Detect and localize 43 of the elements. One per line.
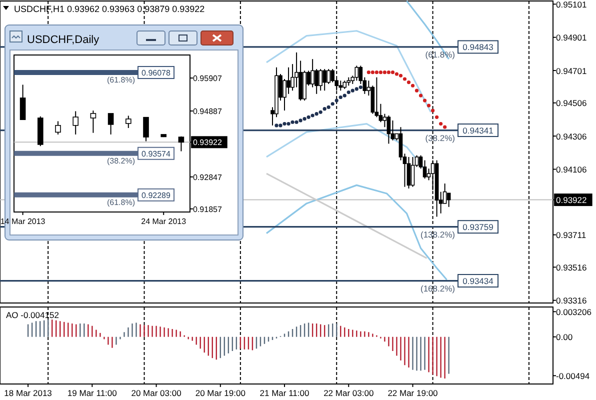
ref-line-label: 0.93574 xyxy=(142,149,172,158)
y-tick-label: 0.94106 xyxy=(556,164,587,175)
y-tick-label: 0.93316 xyxy=(556,296,587,306)
annotation: (38.2%) xyxy=(425,132,456,143)
y-tick-label: 0.94306 xyxy=(556,131,587,142)
y-tick-label: 0.94506 xyxy=(556,98,587,108)
y-tick-label: 0.92847 xyxy=(193,172,222,182)
x-tick-label: 22 Mar 19:00 xyxy=(388,388,438,398)
ref-line-label: 0.93759 xyxy=(462,222,494,232)
y-tick-label: 0.94887 xyxy=(193,106,222,116)
ref-line-label: 0.93434 xyxy=(462,276,494,286)
x-tick-label: 21 Mar 11:00 xyxy=(260,388,310,398)
y-tick-label: 0.91857 xyxy=(193,204,222,214)
annotation: (138.2%) xyxy=(420,229,456,240)
chart-title: AO -0.004152 xyxy=(6,310,60,320)
y-tick-label: 0.003206 xyxy=(556,306,592,317)
x-tick-label: 20 Mar 03:00 xyxy=(131,388,182,398)
y-tick-label: 0.93922 xyxy=(556,195,587,206)
x-tick-label: 14 Mar 2013 xyxy=(0,217,46,226)
annotation: (61.8%) xyxy=(106,198,136,207)
ref-line-label: 0.96078 xyxy=(142,68,172,78)
y-tick-label: 0.95907 xyxy=(193,74,222,84)
chart-title: USDCHF,H1 0.93962 0.93963 0.93879 0.93922 xyxy=(14,4,205,14)
x-tick-label: 19 Mar 11:00 xyxy=(67,388,118,398)
x-tick-label: 20 Mar 19:00 xyxy=(195,388,246,398)
x-tick-label: 24 Mar 2013 xyxy=(141,217,187,226)
ref-line-label: 0.94843 xyxy=(462,42,494,52)
ref-line-label: 0.92289 xyxy=(142,190,172,200)
chart-title: USDCHF,Daily xyxy=(27,34,100,46)
y-tick-label: -0.00494 xyxy=(556,370,590,381)
ref-line-label: 0.94341 xyxy=(462,126,494,136)
x-tick-label: 18 Mar 2013 xyxy=(4,388,52,398)
annotation: (61.8%) xyxy=(106,76,136,85)
y-tick-label: 0.00 xyxy=(556,332,573,342)
y-tick-label: 0.95101 xyxy=(556,0,587,10)
annotation: (168.2%) xyxy=(420,283,456,294)
x-tick-label: 22 Mar 03:00 xyxy=(324,388,374,398)
annotation: (38.2%) xyxy=(106,156,136,166)
y-tick-label: 0.93711 xyxy=(556,230,586,240)
y-tick-label: 0.94901 xyxy=(556,32,587,43)
y-tick-label: 0.93922 xyxy=(193,138,222,148)
y-tick-label: 0.93516 xyxy=(556,262,587,272)
y-tick-label: 0.94701 xyxy=(556,66,587,76)
